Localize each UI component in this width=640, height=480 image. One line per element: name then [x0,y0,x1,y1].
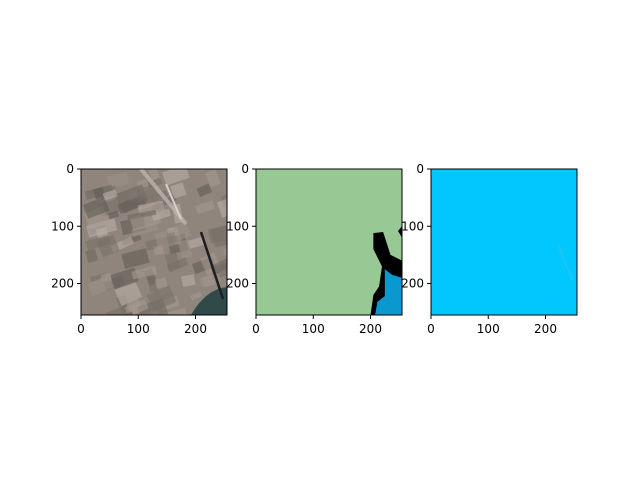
water-class [375,269,402,315]
field-patch [189,291,203,301]
field-patch [196,183,213,198]
field-patch [131,222,159,238]
prediction-mask [431,169,577,315]
field-patch [86,218,118,238]
input-image-ytick-label-200: 200 [51,277,74,291]
field-patch [85,248,99,263]
field-patch [187,236,206,249]
segmentation-mask-xtick-label-100: 100 [302,322,325,336]
input-image-ytick-label-0: 0 [66,162,74,176]
field-patch [170,182,187,199]
light-streak [165,183,182,220]
prediction-mask-ytick-label-100: 100 [401,219,424,233]
field-patch [173,221,192,241]
field-patch [181,274,196,287]
prediction-background [431,169,577,315]
field-patch [164,252,181,271]
field-patch [177,239,193,259]
field-patch [161,169,190,186]
field-patch [108,210,120,220]
input-image-ytick-label-100: 100 [51,219,74,233]
segmentation-mask-ytick-label-100: 100 [226,219,249,233]
input-image-xtick-label-200: 200 [184,322,207,336]
water-area [191,287,227,315]
field-patch [151,208,171,221]
field-patch [153,245,165,256]
segmentation-mask-xtick-label-200: 200 [359,322,382,336]
prediction-mask-axes: 0 100 200 0 100 200 [401,162,578,336]
input-image-xtick-label-100: 100 [127,322,150,336]
field-patch [102,189,118,201]
prediction-mask-ytick-label-200: 200 [401,277,424,291]
field-patch [82,196,110,219]
prediction-mask-xtick-label-200: 200 [534,322,557,336]
prediction-mask-xtick-label-100: 100 [477,322,500,336]
input-image-frame [80,168,228,316]
prediction-mask-xtick-label-0: 0 [427,322,435,336]
field-patch [209,254,227,275]
field-patch [121,248,150,269]
field-patch [106,172,129,188]
segmentation-mask-xtick-label-0: 0 [252,322,260,336]
field-patch [216,192,227,218]
segmentation-mask-axes: 0 100 200 0 100 200 [226,162,403,336]
segmentation-mask-ytick-label-200: 200 [226,277,249,291]
field-patch [154,227,182,250]
input-image-axes: 0 100 200 0 100 200 [51,162,228,336]
prediction-mask-ytick-label-0: 0 [416,162,424,176]
nodata-class [397,226,402,238]
field-patch [87,274,114,297]
segmentation-mask-frame [255,168,403,316]
field-patch [136,184,158,202]
field-patch [207,223,227,244]
field-patch [127,209,157,220]
field-patch [147,169,160,181]
panels: 0 100 200 0 100 200 0 100 200 0 100 200 0 100 200 0 100 2… [51,162,578,336]
field-patch [205,169,221,188]
segmentation-mask-ytick-label-0: 0 [241,162,249,176]
field-patch [85,234,111,251]
field-patch [92,186,106,200]
field-patch [123,311,135,315]
field-patch [137,200,165,216]
field-patch [131,266,158,280]
input-image [81,169,227,315]
field-patch [154,277,168,290]
input-image-xtick-label-0: 0 [77,322,85,336]
road-line [199,231,225,300]
field-patch [146,285,177,312]
prediction-trace [557,243,574,281]
segmentation-mask [256,169,402,315]
field-patch [195,200,216,215]
prediction-mask-frame [430,168,578,316]
